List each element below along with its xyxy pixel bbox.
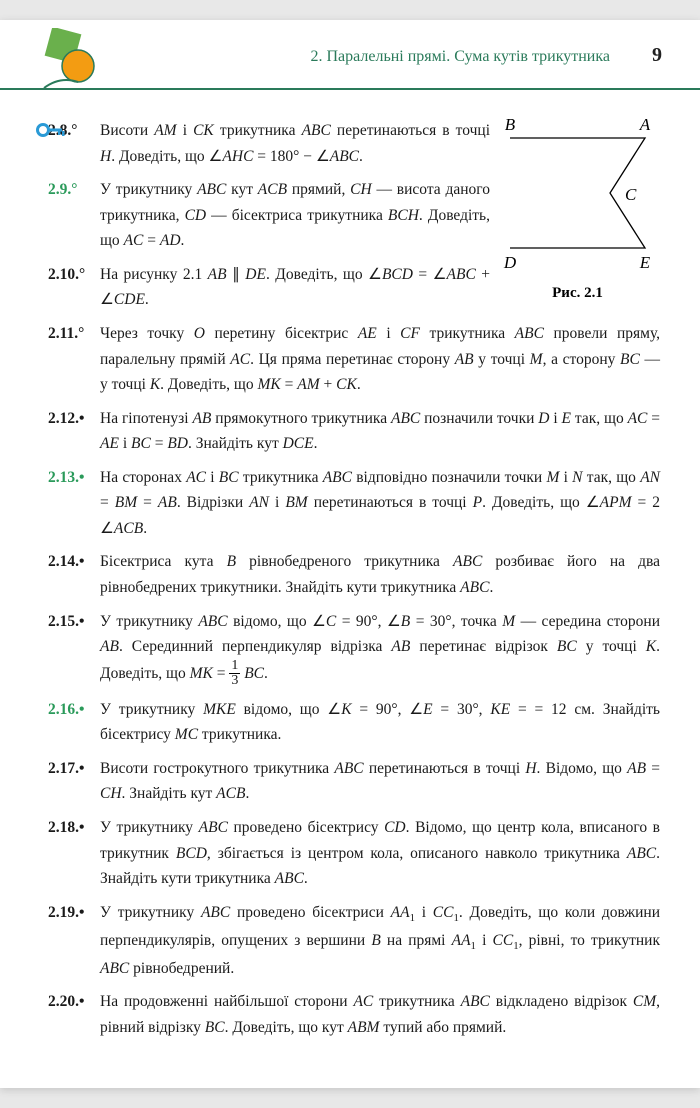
- problem-text: У трикутнику ABC проведено бісектриси AA…: [100, 900, 660, 982]
- problem-text: На гіпотенузі AB прямокутного трикутника…: [100, 406, 660, 457]
- problem: 2.10.°На рисунку 2.1 AB ∥ DE. Доведіть, …: [48, 262, 660, 313]
- page-number: 9: [652, 44, 662, 67]
- problem-number: 2.10.°: [48, 262, 100, 313]
- problem-number: 2.12.•: [48, 406, 100, 457]
- problem-number: 2.9.°: [48, 177, 100, 254]
- problem: 2.14.•Бісектриса кута B рівнобедреного т…: [48, 549, 660, 600]
- problem-number: 2.11.°: [48, 321, 100, 398]
- problem-text: Висоти AM і CK трикутника ABC перетинают…: [100, 118, 660, 169]
- problem-number: 2.17.•: [48, 756, 100, 807]
- problem: 2.17.•Висоти гострокутного трикутника AB…: [48, 756, 660, 807]
- problem-number: 2.16.•: [48, 697, 100, 748]
- page: 2. Паралельні прямі. Сума кутів трикутни…: [0, 20, 700, 1088]
- problem-number: 2.13.•: [48, 465, 100, 542]
- header-decorative-icon: [30, 28, 110, 95]
- problem: 2.8.°Висоти AM і CK трикутника ABC перет…: [48, 118, 660, 169]
- problem-number: 2.14.•: [48, 549, 100, 600]
- problem-number: 2.18.•: [48, 815, 100, 892]
- problem-text: Через точку O перетину бісектрис AE і CF…: [100, 321, 660, 398]
- section-title: 2. Паралельні прямі. Сума кутів трикутни…: [310, 48, 610, 66]
- problem: 2.11.°Через точку O перетину бісектрис A…: [48, 321, 660, 398]
- page-header: 2. Паралельні прямі. Сума кутів трикутни…: [0, 20, 700, 90]
- problem-text: На рисунку 2.1 AB ∥ DE. Доведіть, що ∠BC…: [100, 262, 660, 313]
- problem-text: Висоти гострокутного трикутника ABC пере…: [100, 756, 660, 807]
- problem: 2.13.•На сторонах AC і BC трикутника ABC…: [48, 465, 660, 542]
- problem-text: Бісектриса кута B рівнобедреного трикутн…: [100, 549, 660, 600]
- problem-number: 2.15.•: [48, 609, 100, 689]
- problem-text: У трикутнику ABC проведено бісектрису CD…: [100, 815, 660, 892]
- problem: 2.15.•У трикутнику ABC відомо, що ∠C = 9…: [48, 609, 660, 689]
- problem: 2.20.•На продовженні найбільшої сторони …: [48, 989, 660, 1040]
- problem-text: У трикутнику ABC відомо, що ∠C = 90°, ∠B…: [100, 609, 660, 689]
- problem-text: У трикутнику MKE відомо, що ∠K = 90°, ∠E…: [100, 697, 660, 748]
- problem: 2.16.•У трикутнику MKE відомо, що ∠K = 9…: [48, 697, 660, 748]
- problem-text: На сторонах AC і BC трикутника ABC відпо…: [100, 465, 660, 542]
- problem-text: На продовженні найбільшої сторони AC три…: [100, 989, 660, 1040]
- content: B A C D E Рис. 2.1 2.8.°Висоти AM і CK т…: [0, 118, 700, 1040]
- problem: 2.19.•У трикутнику ABC проведено бісектр…: [48, 900, 660, 982]
- problem: 2.9.°У трикутнику ABC кут ACB прямий, CH…: [48, 177, 660, 254]
- problem-number: 2.20.•: [48, 989, 100, 1040]
- problem: 2.18.•У трикутнику ABC проведено бісектр…: [48, 815, 660, 892]
- problem-number: 2.19.•: [48, 900, 100, 982]
- problem: 2.12.•На гіпотенузі AB прямокутного трик…: [48, 406, 660, 457]
- key-icon: [36, 121, 66, 147]
- problem-text: У трикутнику ABC кут ACB прямий, CH — ви…: [100, 177, 660, 254]
